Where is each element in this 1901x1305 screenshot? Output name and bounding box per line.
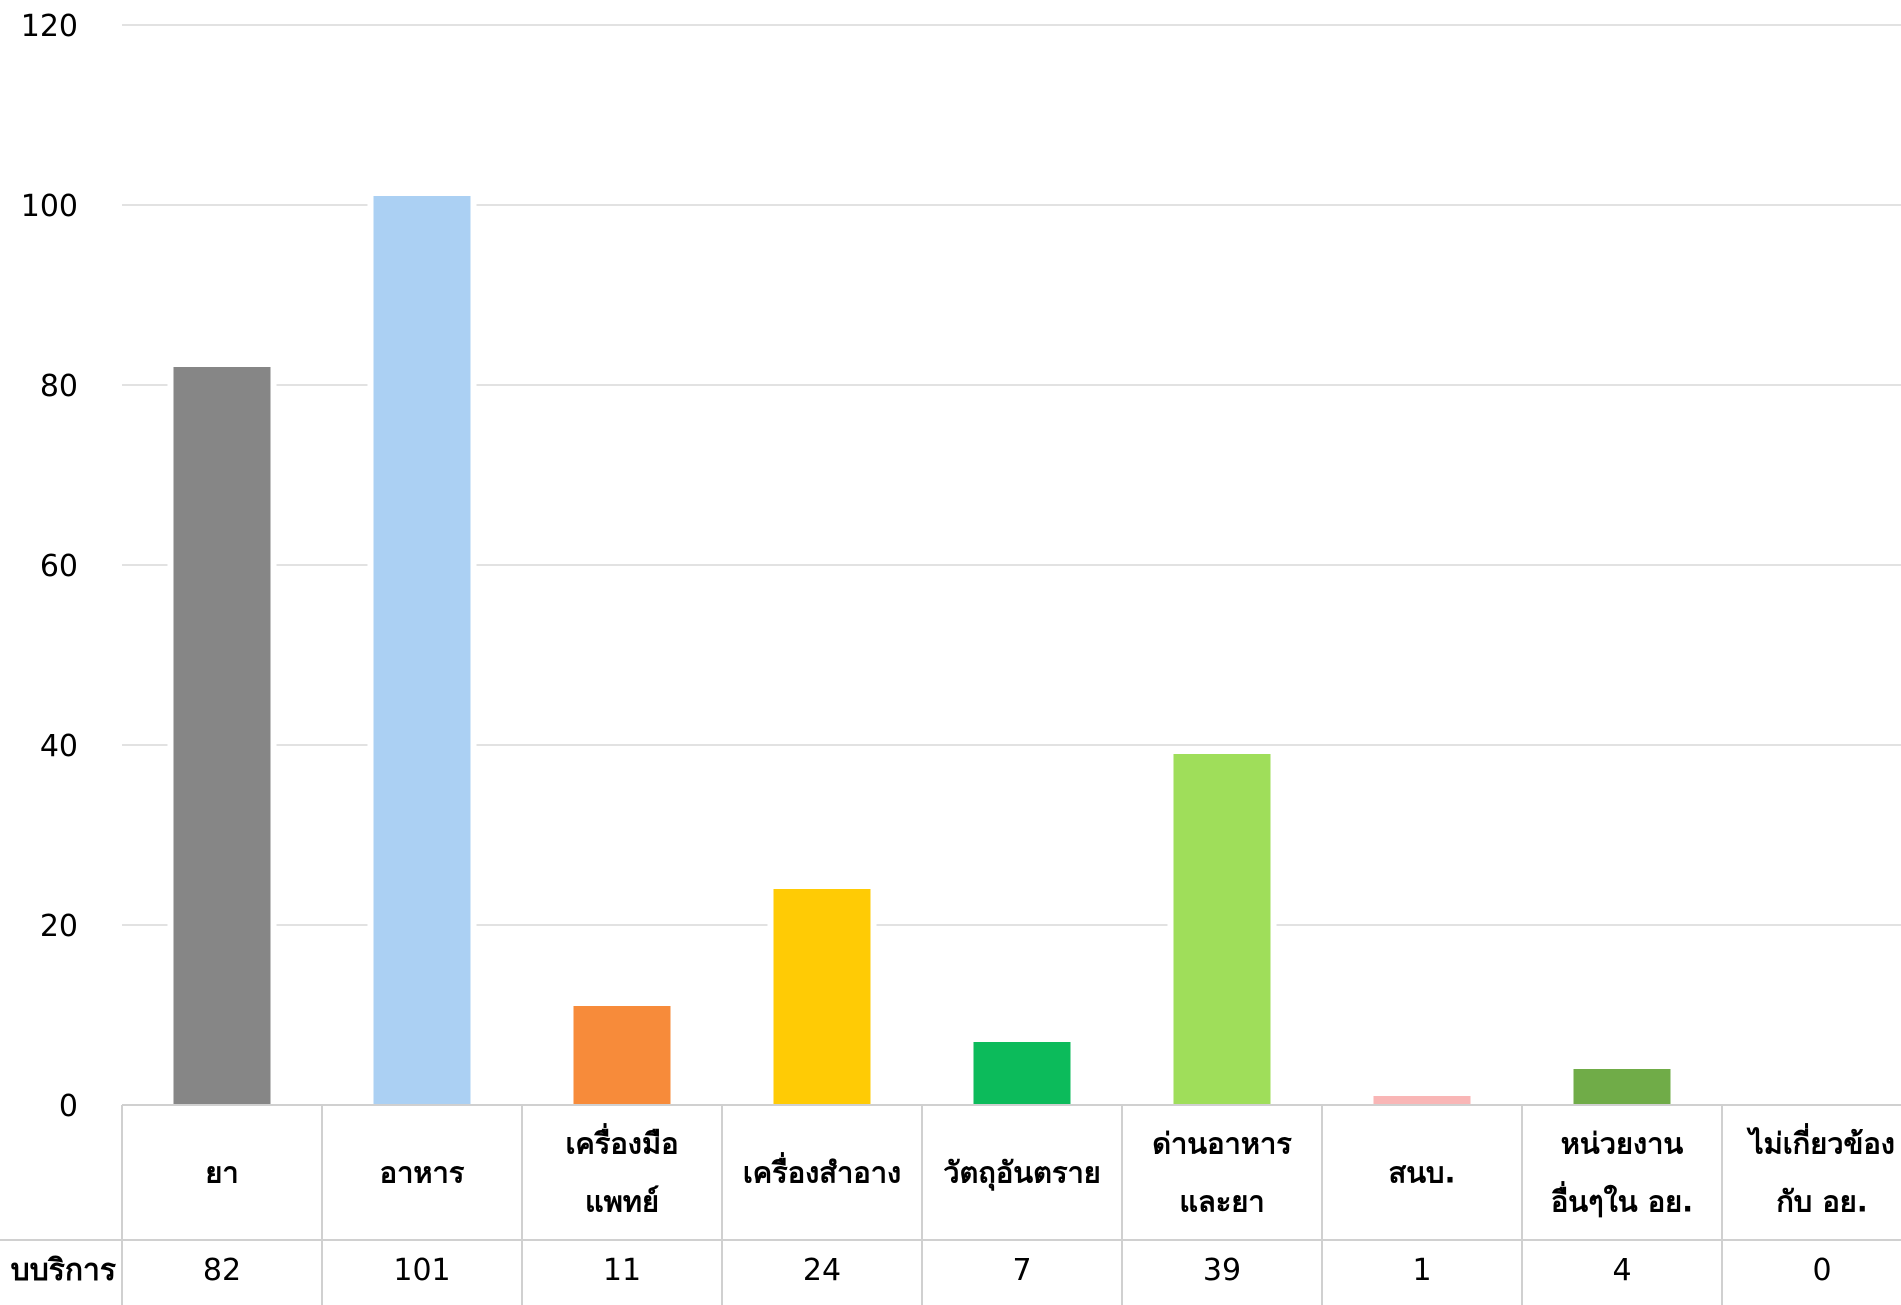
category-label: เครื่องสำอาง — [743, 1152, 901, 1190]
category-label: หน่วยงาน — [1561, 1127, 1684, 1161]
category-label: ยา — [205, 1156, 238, 1190]
bar — [373, 196, 471, 1105]
value-label: 0 — [1812, 1253, 1831, 1288]
bar — [773, 889, 871, 1105]
bar — [973, 1042, 1071, 1105]
y-tick-label: 40 — [40, 729, 78, 764]
y-tick-label: 20 — [40, 909, 78, 944]
category-label: อื่นๆใน อย. — [1551, 1181, 1693, 1219]
category-label: ด่านอาหาร — [1152, 1127, 1292, 1161]
y-tick-label: 0 — [59, 1089, 78, 1124]
y-tick-label: 100 — [21, 189, 78, 224]
category-label: และยา — [1179, 1185, 1264, 1219]
category-label: สนบ. — [1389, 1156, 1456, 1190]
y-axis-tick-labels: 0 20 40 60 80 100 120 — [21, 9, 78, 1124]
value-label: 11 — [603, 1253, 641, 1288]
value-label: 4 — [1612, 1253, 1631, 1288]
value-label: 1 — [1412, 1253, 1431, 1288]
category-label: วัตถุอันตราย — [943, 1156, 1101, 1191]
bar — [1173, 754, 1271, 1105]
bars — [167, 196, 1677, 1105]
value-label: 82 — [203, 1253, 241, 1288]
y-tick-label: 80 — [40, 369, 78, 404]
y-tick-label: 120 — [21, 9, 78, 44]
bar — [173, 367, 271, 1105]
value-label: 7 — [1012, 1253, 1031, 1288]
bar — [573, 1006, 671, 1105]
table-row-label: บบริการ — [11, 1253, 116, 1288]
category-label: ไม่เกี่ยวข้อง — [1746, 1123, 1895, 1161]
category-label: เครื่องมือ — [566, 1123, 679, 1161]
y-tick-label: 60 — [40, 549, 78, 584]
value-label: 101 — [393, 1253, 450, 1288]
category-label: แพทย์ — [585, 1185, 659, 1219]
bar — [1373, 1096, 1471, 1105]
value-label: 24 — [803, 1253, 841, 1288]
category-label: กับ อย. — [1776, 1185, 1868, 1219]
category-label: อาหาร — [380, 1156, 465, 1190]
value-label: 39 — [1203, 1253, 1241, 1288]
bar — [1573, 1069, 1671, 1105]
